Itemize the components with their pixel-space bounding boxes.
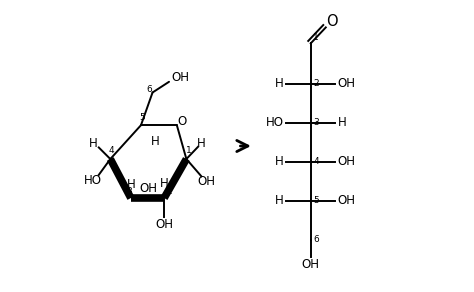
Text: 1: 1	[186, 146, 191, 155]
Text: H: H	[89, 137, 98, 150]
Text: O: O	[177, 115, 187, 128]
Text: 1: 1	[313, 33, 319, 42]
Text: OH: OH	[171, 71, 189, 84]
Text: 2: 2	[166, 187, 172, 196]
Text: H: H	[275, 194, 284, 207]
Text: OH: OH	[337, 155, 356, 168]
Text: HO: HO	[266, 117, 284, 129]
Text: OH: OH	[302, 258, 320, 271]
Text: 4: 4	[313, 157, 319, 166]
Text: 3: 3	[127, 187, 132, 196]
Text: 6: 6	[313, 235, 319, 244]
Text: OH: OH	[139, 182, 157, 195]
Text: H: H	[160, 177, 169, 190]
Text: H: H	[275, 155, 284, 168]
Text: H: H	[275, 77, 284, 90]
Text: 5: 5	[313, 197, 319, 206]
Text: 2: 2	[313, 79, 319, 88]
Text: OH: OH	[197, 175, 215, 188]
Text: H: H	[337, 117, 346, 129]
Text: 4: 4	[109, 146, 115, 155]
Text: H: H	[127, 178, 136, 191]
Text: 5: 5	[139, 113, 146, 121]
Text: HO: HO	[83, 174, 101, 187]
Text: O: O	[326, 13, 338, 29]
Text: 3: 3	[313, 118, 319, 127]
Text: H: H	[151, 135, 160, 148]
Text: H: H	[197, 137, 206, 150]
Text: 6: 6	[147, 85, 153, 94]
Text: OH: OH	[155, 218, 173, 231]
Text: OH: OH	[337, 77, 356, 90]
Text: OH: OH	[337, 194, 356, 207]
